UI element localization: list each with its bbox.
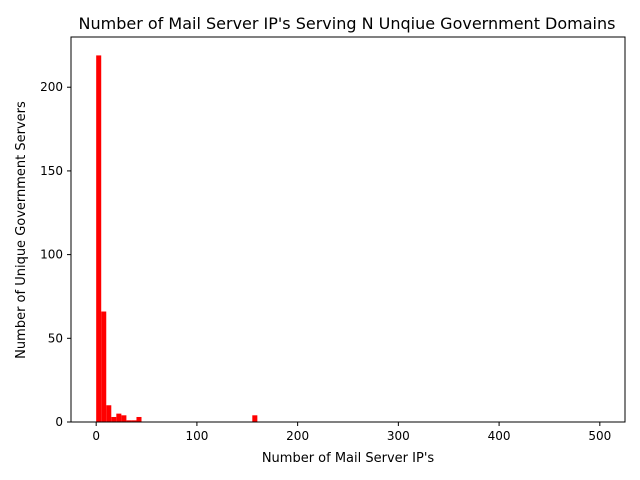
chart-title: Number of Mail Server IP's Serving N Unq… — [79, 14, 616, 33]
histogram-bar — [106, 405, 112, 422]
x-tick-label: 300 — [387, 429, 410, 443]
plot-frame — [70, 36, 626, 423]
y-tick-label: 50 — [48, 331, 63, 345]
x-tick-label: 400 — [488, 429, 511, 443]
histogram-bar — [101, 311, 107, 422]
histogram-bar — [121, 415, 127, 422]
bars-group — [96, 55, 258, 422]
y-tick-label: 100 — [40, 248, 63, 262]
histogram-bar — [111, 416, 117, 422]
histogram-bar — [126, 420, 132, 422]
histogram-bar — [116, 413, 122, 422]
x-tick-label: 0 — [92, 429, 100, 443]
x-tick-label: 100 — [185, 429, 208, 443]
y-tick-label: 150 — [40, 164, 63, 178]
histogram-bar — [136, 416, 142, 422]
y-tick-label: 0 — [55, 415, 63, 429]
y-tick-label: 200 — [40, 80, 63, 94]
histogram-bar — [131, 420, 137, 422]
y-ticks: 0 50 100 150 200 — [40, 80, 71, 429]
x-tick-label: 500 — [588, 429, 611, 443]
x-ticks: 0 100 200 300 400 500 — [92, 422, 611, 443]
y-axis-label: Number of Unique Government Servers — [14, 101, 29, 359]
x-axis-label: Number of Mail Server IP's — [262, 451, 435, 466]
x-tick-label: 200 — [286, 429, 309, 443]
histogram-bar — [252, 415, 258, 422]
histogram-bar — [96, 55, 102, 422]
